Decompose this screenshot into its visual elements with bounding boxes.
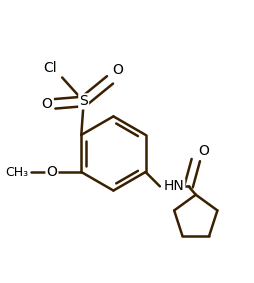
Text: S: S <box>79 95 88 108</box>
Text: O: O <box>42 97 52 111</box>
Text: O: O <box>197 144 208 158</box>
Text: O: O <box>112 63 123 78</box>
Text: CH₃: CH₃ <box>6 166 28 179</box>
Text: HN: HN <box>163 179 184 193</box>
Text: Cl: Cl <box>44 61 57 75</box>
Text: O: O <box>46 165 57 179</box>
